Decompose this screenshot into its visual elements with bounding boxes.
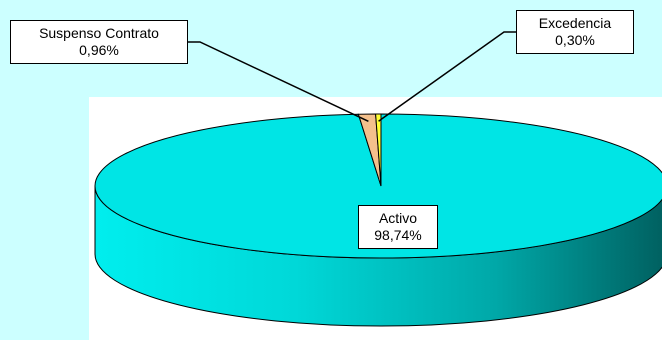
data-label-suspenso-contrato: Suspenso Contrato 0,96% xyxy=(10,20,188,64)
pie-slice-excedencia xyxy=(375,113,382,187)
slice-label-value: 98,74% xyxy=(374,227,422,243)
slice-label-name: Suspenso Contrato xyxy=(39,25,159,41)
leader-line-excedencia xyxy=(378,31,516,122)
pie-top-face xyxy=(94,113,662,259)
slice-label-name: Excedencia xyxy=(538,15,612,31)
slice-label-name: Activo xyxy=(378,210,418,226)
data-label-excedencia: Excedencia 0,30% xyxy=(516,10,634,54)
leader-line-suspenso-contrato xyxy=(188,41,369,122)
leader-lines xyxy=(188,31,516,122)
data-label-activo: Activo 98,74% xyxy=(358,205,438,249)
pie-slice-activo xyxy=(94,113,662,259)
slice-label-value: 0,30% xyxy=(555,32,595,48)
slice-label-value: 0,96% xyxy=(79,42,119,58)
